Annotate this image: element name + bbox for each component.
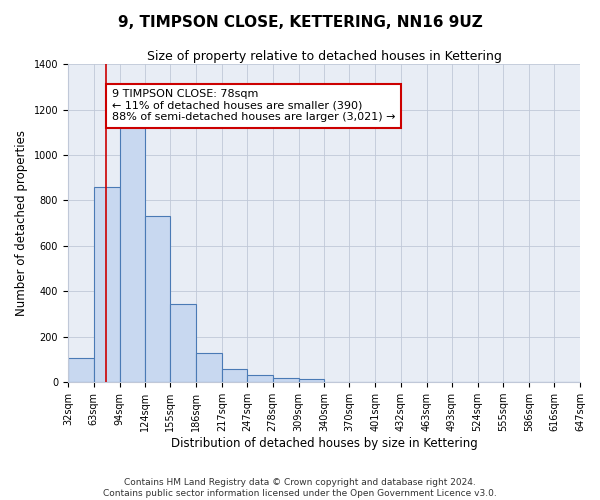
Bar [68,358,94,382]
Bar [222,368,247,382]
Bar [299,379,325,382]
Text: Contains HM Land Registry data © Crown copyright and database right 2024.
Contai: Contains HM Land Registry data © Crown c… [103,478,497,498]
Bar [247,376,273,382]
Bar [94,187,119,382]
Bar [273,378,299,382]
Bar [145,216,170,382]
Text: 9, TIMPSON CLOSE, KETTERING, NN16 9UZ: 9, TIMPSON CLOSE, KETTERING, NN16 9UZ [118,15,482,30]
Bar [119,123,145,382]
Bar [196,352,222,382]
X-axis label: Distribution of detached houses by size in Kettering: Distribution of detached houses by size … [170,437,478,450]
Title: Size of property relative to detached houses in Kettering: Size of property relative to detached ho… [146,50,502,63]
Bar [170,304,196,382]
Y-axis label: Number of detached properties: Number of detached properties [15,130,28,316]
Text: 9 TIMPSON CLOSE: 78sqm
← 11% of detached houses are smaller (390)
88% of semi-de: 9 TIMPSON CLOSE: 78sqm ← 11% of detached… [112,89,395,122]
